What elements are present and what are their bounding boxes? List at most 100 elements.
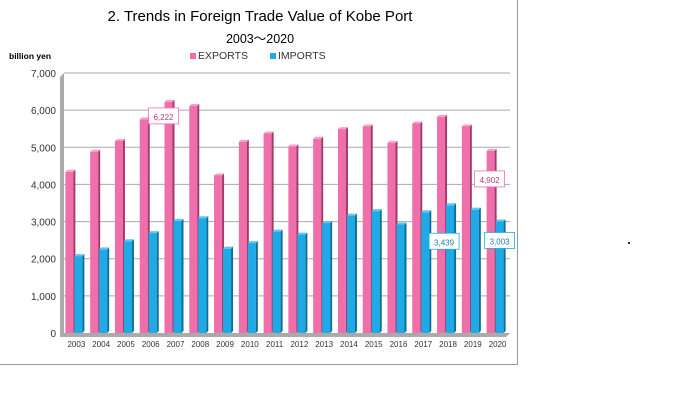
bar-top (263, 131, 274, 134)
x-tick-label: 2016 (390, 340, 408, 349)
bar-top (470, 207, 481, 210)
x-tick-label: 2003 (67, 340, 85, 349)
bar-top (214, 173, 225, 176)
bar-exports-2015 (362, 126, 371, 333)
bar-top (346, 213, 357, 216)
x-tick-label: 2010 (241, 340, 259, 349)
bar-top (461, 124, 472, 127)
y-axis-wall (60, 73, 64, 337)
bar-top (387, 140, 398, 143)
stray-dot (628, 242, 630, 244)
bar-side (305, 232, 308, 333)
bar-top (272, 229, 283, 232)
y-tick-label: 6,000 (31, 106, 56, 117)
bar-side (156, 231, 159, 333)
y-axis-label: billion yen (9, 51, 52, 61)
y-tick-label: 5,000 (31, 143, 56, 154)
x-tick-label: 2009 (216, 340, 234, 349)
data-label: 3,439 (434, 238, 455, 247)
bar-top (223, 246, 234, 249)
bar-top (437, 114, 448, 117)
bar-imports-2007 (173, 220, 182, 333)
bar-exports-2012 (288, 146, 297, 333)
bar-top (446, 203, 457, 206)
bar-imports-2014 (346, 215, 355, 333)
x-tick-label: 2007 (167, 340, 185, 349)
floor (60, 333, 510, 337)
bar-top (198, 216, 209, 219)
legend: EXPORTS IMPORTS (190, 50, 326, 62)
bar-side (181, 218, 184, 333)
legend-swatch-exports (190, 53, 196, 59)
bar-imports-2020 (495, 221, 504, 333)
bar-imports-2010 (247, 243, 256, 333)
bar-side (131, 239, 134, 333)
legend-label-exports: EXPORTS (198, 50, 248, 62)
bar-top (148, 231, 159, 234)
bar-top (486, 148, 497, 151)
bar-side (478, 207, 481, 333)
bar-side (255, 241, 258, 333)
y-tick-label: 1,000 (31, 292, 56, 303)
x-tick-label: 2005 (117, 340, 135, 349)
bar-top (189, 104, 200, 107)
bar-side (330, 221, 333, 333)
bar-top (90, 149, 101, 152)
data-label: 4,902 (480, 176, 501, 185)
bar-top (247, 241, 258, 244)
data-label-box (148, 107, 179, 125)
legend-exports: EXPORTS (190, 50, 248, 62)
legend-imports: IMPORTS (270, 50, 326, 62)
x-tick-label: 2014 (340, 340, 358, 349)
x-tick-label: 2018 (439, 340, 457, 349)
bar-exports-2019 (461, 126, 470, 333)
bar-imports-2016 (396, 224, 405, 333)
bar-imports-2009 (223, 248, 232, 333)
bar-side (280, 229, 283, 333)
bar-top (396, 222, 407, 225)
data-label-box (474, 170, 506, 188)
bar-exports-2006 (139, 119, 148, 333)
bar-top (371, 209, 382, 212)
bar-top (412, 121, 423, 124)
bar-top (173, 218, 184, 221)
bar-exports-2010 (238, 141, 247, 333)
bar-imports-2006 (148, 233, 157, 333)
bar-top (164, 99, 175, 102)
y-tick-label: 3,000 (31, 218, 56, 229)
bar-top (322, 221, 333, 224)
bar-imports-2011 (272, 231, 281, 333)
bar-side (107, 247, 110, 333)
bar-exports-2017 (412, 123, 421, 333)
bar-top (238, 139, 249, 142)
y-tick-label: 0 (50, 329, 56, 340)
x-tick-label: 2006 (142, 340, 160, 349)
bar-top (288, 144, 299, 147)
x-tick-label: 2015 (365, 340, 383, 349)
bar-top (362, 124, 373, 127)
x-tick-label: 2011 (266, 340, 284, 349)
bar-exports-2004 (90, 151, 99, 333)
bar-imports-2012 (297, 234, 306, 333)
bar-top (421, 210, 432, 213)
bar-side (354, 213, 357, 333)
bar-exports-2008 (189, 106, 198, 333)
bar-side (82, 254, 85, 333)
legend-swatch-imports (270, 53, 276, 59)
x-tick-label: 2020 (489, 340, 507, 349)
bar-top (74, 254, 85, 257)
y-tick-label: 7,000 (31, 69, 56, 80)
bar-imports-2019 (470, 209, 479, 333)
bar-exports-2003 (65, 171, 74, 333)
bar-imports-2018 (446, 205, 455, 333)
y-tick-label: 4,000 (31, 180, 56, 191)
data-label: 6,222 (153, 113, 174, 122)
bar-side (231, 246, 234, 333)
bar-imports-2017 (421, 212, 430, 333)
bar-exports-2018 (437, 116, 446, 333)
bar-imports-2003 (74, 256, 83, 333)
bar-exports-2009 (214, 175, 223, 333)
legend-label-imports: IMPORTS (278, 50, 326, 62)
bar-imports-2005 (123, 241, 132, 333)
